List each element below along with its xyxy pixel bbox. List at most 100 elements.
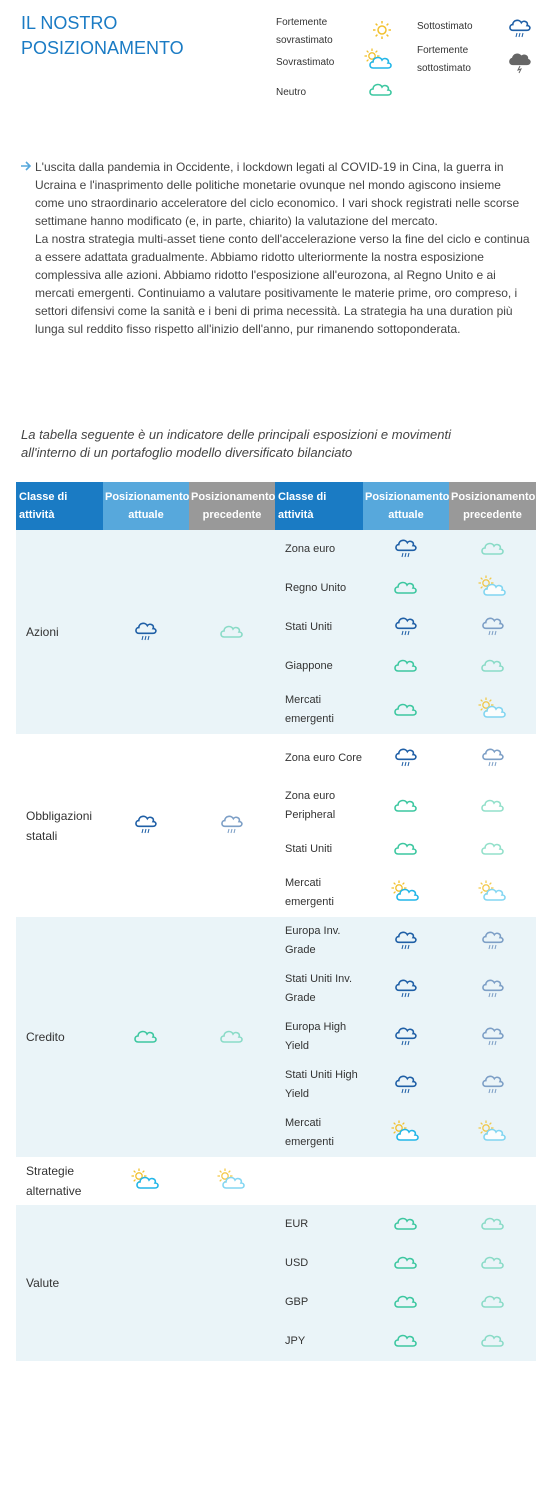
cloud-icon [133,1027,159,1048]
asset-subclass-previous [449,1061,536,1109]
asset-subclass-current [363,530,449,569]
rain-cloud-icon [394,614,418,641]
asset-subclass-previous [449,1283,536,1322]
table-row: Zona euro Peripheral [16,782,536,830]
sun-icon [372,20,392,45]
sun-cloud-icon [478,575,508,602]
cloud-icon [480,656,506,677]
header-asset-class: Classe di attività [16,482,103,530]
asset-subclass-current [363,1061,449,1109]
rain-cloud-icon [481,928,505,955]
summary-paragraph-2: La nostra strategia multi-asset tiene co… [35,232,530,336]
cloud-icon [393,1292,419,1313]
asset-subclass-name: Regno Unito [275,569,363,608]
rain-cloud-icon [394,1072,418,1099]
asset-class-name: Credito [16,917,103,1157]
rain-cloud-icon [220,812,244,839]
page-title: IL NOSTRO POSIZIONAMENTO [21,13,184,58]
cloud-icon [393,839,419,860]
rain-cloud-icon [481,614,505,641]
asset-subclass-name: Mercati emergenti [275,686,363,734]
sun-cloud-icon [391,880,421,907]
sun-cloud-icon [217,1168,247,1195]
cloud-icon [480,539,506,560]
table-row: Valute EUR [16,1205,536,1361]
asset-class-name: Valute [16,1205,103,1361]
asset-subclass-previous [449,965,536,1013]
asset-subclass-name: Mercati emergenti [275,1109,363,1157]
rain-cloud-icon [481,976,505,1003]
asset-subclass-name: Zona euro Core [275,734,363,782]
asset-subclass-previous [449,917,536,965]
asset-subclass-name [275,1157,363,1205]
legend-label-strong-over: Fortemente sovrastimato [276,17,333,46]
asset-subclass-previous [449,734,536,782]
cloud-icon [480,796,506,817]
cloud-icon [480,839,506,860]
header-current-positioning: Posizionamento attuale [103,482,189,530]
cloud-icon [368,80,394,103]
rain-cloud-icon [481,1072,505,1099]
table-row: Mercati emergenti [16,869,536,917]
table-row: Stati Uniti [16,608,536,647]
asset-subclass-name: USD [275,1244,363,1283]
asset-subclass-current [363,1205,449,1244]
cloud-icon [393,656,419,677]
asset-subclass-name: JPY [275,1322,363,1361]
header-current-positioning-2: Posizionamento attuale [363,482,449,530]
asset-subclass-name: Giappone [275,647,363,686]
rain-cloud-icon [394,536,418,563]
table-intro: La tabella seguente è un indicatore dell… [21,427,451,460]
asset-subclass-previous [449,1109,536,1157]
asset-subclass-current [363,647,449,686]
table-row: Stati Uniti High Yield [16,1061,536,1109]
asset-class-name: Azioni [16,530,103,734]
asset-subclass-name: Europa Inv. Grade [275,917,363,965]
table-row: Credito Europa Inv. Grade [16,917,536,1157]
asset-class-name: Strategie alternative [16,1157,103,1205]
asset-class-current [103,1157,189,1205]
sun-cloud-icon [478,880,508,907]
rain-cloud-icon [481,1024,505,1051]
asset-class-current [103,1205,189,1361]
cloud-icon [393,1214,419,1235]
asset-subclass-current [363,1244,449,1283]
rain-cloud-icon [508,16,532,45]
header-asset-subclass: Classe di attività [275,482,363,530]
asset-subclass-current [363,1283,449,1322]
asset-subclass-name: Stati Uniti [275,830,363,869]
asset-class-previous [189,1205,275,1361]
asset-subclass-current [363,686,449,734]
rain-cloud-icon [394,976,418,1003]
asset-subclass-current [363,965,449,1013]
table-row: JPY [16,1322,536,1361]
asset-subclass-current [363,734,449,782]
cloud-icon [480,1331,506,1352]
table-row: Strategie alternative [16,1157,536,1205]
asset-subclass-name: EUR [275,1205,363,1244]
asset-subclass-current [363,917,449,965]
asset-subclass-current [363,1322,449,1361]
legend: Fortemente sovrastimato Sovrastimato Neu… [276,14,536,104]
cloud-icon [393,796,419,817]
rain-cloud-icon [481,745,505,772]
storm-cloud-icon [508,50,532,79]
asset-subclass-previous [449,647,536,686]
asset-subclass-previous [449,530,536,569]
asset-subclass-name: Mercati emergenti [275,869,363,917]
asset-subclass-current [363,608,449,647]
asset-subclass-previous [449,1157,536,1205]
asset-subclass-name: Stati Uniti Inv. Grade [275,965,363,1013]
table-row: Regno Unito [16,569,536,608]
asset-class-previous [189,734,275,917]
asset-subclass-previous [449,1244,536,1283]
asset-subclass-name: Stati Uniti [275,608,363,647]
sun-cloud-icon [364,48,394,77]
sun-cloud-icon [131,1168,161,1195]
asset-subclass-previous [449,1322,536,1361]
asset-class-current [103,530,189,734]
table-row: USD [16,1244,536,1283]
legend-label-neutral: Neutro [276,87,307,98]
header-previous-positioning-2: Posizionamento precedente [449,482,536,530]
arrow-right-icon [21,161,32,171]
